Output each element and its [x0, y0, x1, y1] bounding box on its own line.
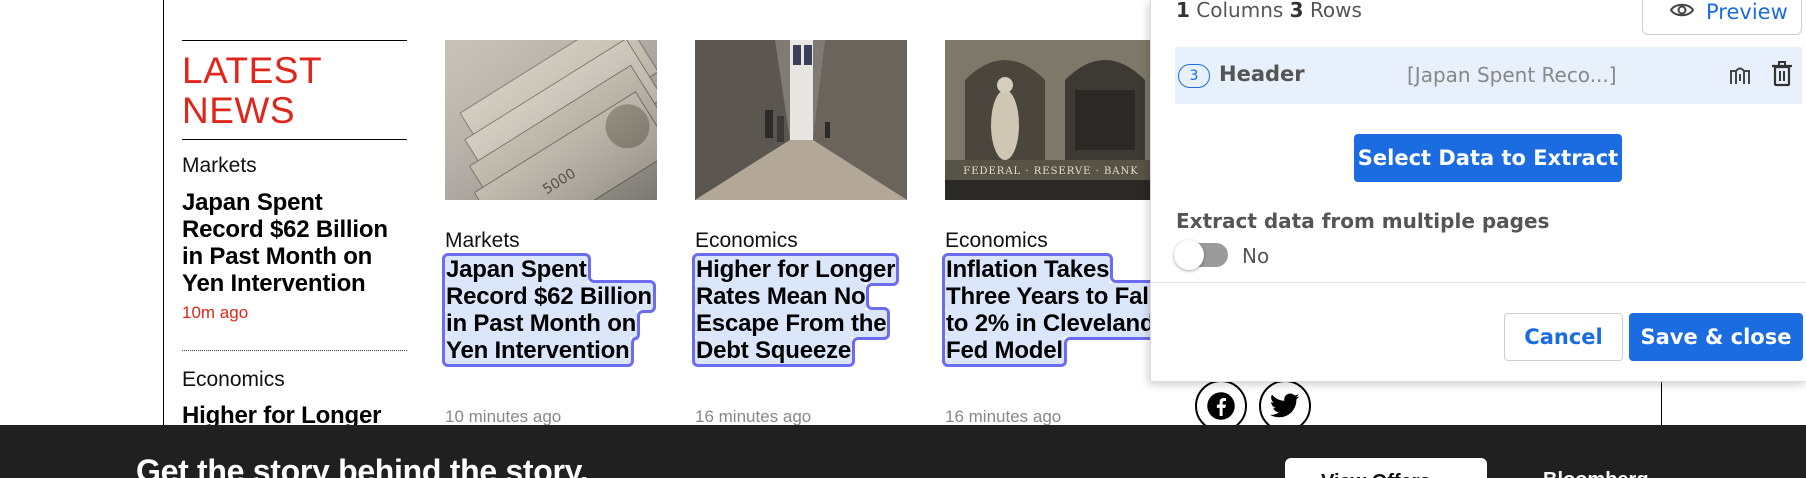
federal-reserve-building-image[interactable]: FEDERAL · RESERVE · BANK	[945, 40, 1157, 200]
card-headline[interactable]: Higher for Longer Rates Mean No Escape F…	[691, 253, 920, 367]
row-count-badge: 3	[1178, 64, 1210, 88]
card-time: 16 minutes ago	[945, 407, 1062, 426]
cancel-button[interactable]: Cancel	[1504, 313, 1623, 361]
card-category[interactable]: Economics	[945, 229, 1048, 252]
toggle-knob[interactable]	[1174, 240, 1204, 270]
highlighted-headline-text[interactable]: Japan Spent Record $62 Billion in Past M…	[442, 253, 656, 367]
select-data-button[interactable]: Select Data to Extract	[1354, 134, 1622, 182]
page-right-border	[1661, 380, 1662, 425]
divider	[182, 139, 407, 140]
card-headline[interactable]: Inflation Takes Three Years to Fall to 2…	[941, 253, 1170, 367]
multi-page-toggle[interactable]	[1174, 240, 1228, 270]
eye-icon	[1669, 0, 1695, 24]
latest-news-title: LATEST NEWS	[182, 50, 323, 131]
card-headline[interactable]: Japan Spent Record $62 Billion in Past M…	[442, 253, 670, 367]
street-scene-image[interactable]	[695, 40, 907, 200]
card-category[interactable]: Economics	[695, 229, 798, 252]
dotted-divider	[182, 350, 407, 351]
latest-item-headline[interactable]: Higher for Longer	[182, 402, 382, 429]
card-category[interactable]: Markets	[445, 229, 520, 252]
column-name[interactable]: Header	[1219, 62, 1305, 86]
card-time: 16 minutes ago	[695, 407, 812, 426]
news-card[interactable]: FEDERAL · RESERVE · BANK Economics Infla…	[941, 40, 1160, 426]
latest-item-headline[interactable]: Japan Spent Record $62 Billion in Past M…	[182, 189, 388, 297]
preview-button[interactable]: Preview	[1642, 0, 1802, 35]
news-card[interactable]: Economics Higher for Longer Rates Mean N…	[691, 40, 907, 426]
latest-item-time: 10m ago	[182, 303, 249, 322]
latest-item-category[interactable]: Markets	[182, 154, 257, 177]
divider	[1151, 282, 1806, 283]
twitter-icon[interactable]	[1259, 380, 1311, 432]
column-preview-value: [Japan Spent Reco...]	[1407, 63, 1617, 87]
highlighted-headline-text[interactable]: Higher for Longer Rates Mean No Escape F…	[691, 253, 900, 367]
subscribe-footer-bar: Get the story behind the story. View Off…	[0, 425, 1806, 478]
divider	[182, 40, 407, 41]
save-and-close-button[interactable]: Save & close	[1629, 313, 1803, 361]
attribute-edit-icon[interactable]	[1728, 63, 1752, 92]
extracted-column-row[interactable]: 3 Header [Japan Spent Reco...]	[1175, 47, 1802, 104]
highlighted-headline-text[interactable]: Inflation Takes Three Years to Fall to 2…	[941, 253, 1160, 367]
multi-page-label: Extract data from multiple pages	[1176, 209, 1550, 233]
extraction-panel: 1 Columns 3 Rows Preview 3 Header [Japan…	[1150, 0, 1806, 382]
yen-banknotes-image[interactable]: 5000	[445, 40, 657, 200]
view-offers-button[interactable]: View Offers	[1285, 458, 1487, 478]
trash-icon[interactable]	[1771, 61, 1793, 92]
facebook-icon[interactable]	[1195, 380, 1247, 432]
footer-tagline: Get the story behind the story.	[136, 453, 589, 478]
toggle-state-label: No	[1242, 244, 1270, 268]
news-card[interactable]: 5000 Markets Japan Spent Record $62 Bill…	[442, 40, 657, 426]
card-time: 10 minutes ago	[445, 407, 562, 426]
preview-label: Preview	[1706, 0, 1788, 24]
latest-news-section: LATEST NEWS Markets Japan Spent Record $…	[182, 40, 407, 429]
fed-image-caption: FEDERAL · RESERVE · BANK	[963, 166, 1138, 177]
footer-link[interactable]: Bloomberg	[1543, 469, 1649, 478]
columns-rows-summary: 1 Columns 3 Rows	[1176, 0, 1362, 22]
page-left-border	[163, 0, 164, 425]
latest-item-category[interactable]: Economics	[182, 368, 285, 391]
